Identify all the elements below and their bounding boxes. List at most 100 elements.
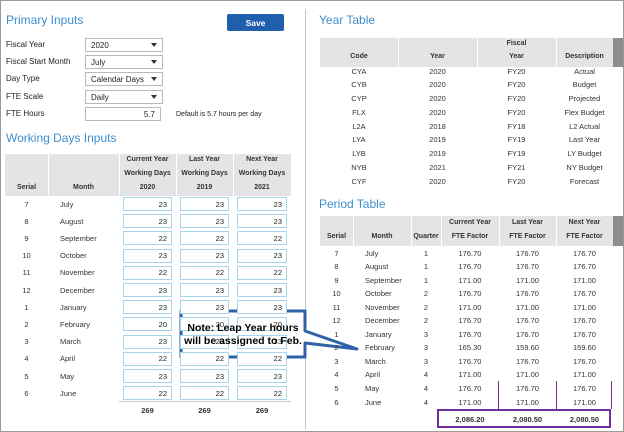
table-cell: CYF: [351, 176, 367, 186]
table-cell: 4: [423, 370, 429, 380]
cell-input[interactable]: 23: [123, 369, 172, 383]
dropdown[interactable]: Calendar Days: [85, 72, 163, 86]
cell-input[interactable]: 23: [180, 369, 229, 383]
save-button[interactable]: Save: [227, 14, 284, 31]
callout-text: Note: Leap Year hours will be assigned t…: [184, 322, 302, 347]
cell-input[interactable]: 22: [123, 386, 172, 401]
scrollbar: [613, 38, 623, 67]
cell-input[interactable]: 22: [180, 351, 229, 366]
cell-input[interactable]: 23: [123, 197, 172, 211]
dropdown[interactable]: 2020: [85, 38, 163, 52]
cell-input[interactable]: 22: [180, 231, 229, 246]
cell-input[interactable]: 22: [180, 386, 229, 401]
cell-input[interactable]: 22: [180, 265, 229, 280]
cell-input[interactable]: 23: [180, 300, 229, 315]
table-cell: 176.70: [573, 262, 596, 272]
table-cell: 171.00: [573, 370, 596, 380]
table-cell: 176.70: [516, 384, 539, 393]
total-cell: 2,080.50: [569, 414, 600, 424]
table-cell: August: [365, 262, 389, 272]
table-cell: 7: [334, 248, 339, 258]
cell-input[interactable]: 23: [237, 334, 287, 349]
header-divider: [499, 216, 500, 246]
total-cell: 269: [141, 405, 154, 415]
cell-input[interactable]: 20: [180, 317, 229, 332]
cell-input[interactable]: 20: [123, 317, 172, 332]
column-header: Next Year: [568, 219, 601, 226]
cell-input[interactable]: 23: [180, 197, 229, 211]
cell-input[interactable]: 23: [180, 334, 229, 349]
header-divider: [233, 154, 234, 196]
table-cell: 10: [332, 289, 341, 299]
table-cell: 9: [24, 233, 29, 243]
table-cell: 1: [423, 248, 429, 258]
table-cell: 3: [423, 356, 429, 366]
dropdown[interactable]: Daily: [85, 90, 163, 104]
section-title: Primary Inputs: [6, 13, 84, 27]
table-cell: Last Year: [568, 135, 601, 145]
cell-input[interactable]: 23: [180, 248, 229, 263]
table-cell: Budget: [572, 80, 597, 90]
table-cell: August: [60, 216, 84, 226]
text-input[interactable]: 5.7: [85, 107, 161, 121]
cell-input[interactable]: 22: [123, 231, 172, 246]
table-cell: 159.60: [573, 343, 596, 353]
cell-input[interactable]: 23: [237, 300, 287, 315]
total-cell: 2,080.50: [512, 414, 543, 424]
cell-input[interactable]: 23: [237, 248, 287, 263]
cell-input[interactable]: 22: [123, 351, 172, 366]
table-cell: 9: [334, 275, 339, 285]
column-header: FTE Factor: [509, 233, 546, 240]
table-cell: October: [60, 251, 87, 261]
table-cell: July: [60, 199, 74, 209]
column-header: Working Days: [238, 170, 286, 177]
cell-input[interactable]: 22: [123, 265, 172, 280]
table-cell: 171.00: [516, 397, 539, 407]
table-cell: 11: [332, 302, 341, 312]
table-cell: 12: [22, 285, 31, 295]
table-cell: 176.70: [458, 329, 482, 339]
field-label: Fiscal Start Month: [6, 57, 71, 66]
cell-input[interactable]: 23: [237, 369, 287, 383]
table-cell: 176.70: [458, 289, 482, 299]
table-cell: 165.30: [458, 343, 482, 353]
cell-input[interactable]: 20: [237, 317, 287, 332]
hint-text: Default is 5.7 hours per day: [176, 111, 262, 118]
cell-input[interactable]: 22: [237, 231, 287, 246]
dropdown[interactable]: July: [85, 55, 163, 69]
cell-input[interactable]: 23: [123, 248, 172, 263]
cell-input[interactable]: 23: [237, 197, 287, 211]
table-cell: 171.00: [573, 302, 596, 312]
cell-input[interactable]: 23: [180, 214, 229, 229]
table-cell: 171.00: [516, 302, 539, 312]
cell-input[interactable]: 23: [123, 334, 172, 349]
cell-input[interactable]: 22: [237, 265, 287, 280]
cell-input[interactable]: 23: [123, 300, 172, 315]
table-cell: CYA: [351, 66, 367, 76]
header-divider: [48, 154, 49, 196]
column-header: Serial: [326, 233, 347, 240]
cell-input[interactable]: 23: [237, 283, 287, 297]
table-cell: 4: [334, 370, 339, 380]
column-header: Last Year: [511, 219, 543, 226]
cell-input[interactable]: 23: [237, 214, 287, 229]
cell-input[interactable]: 23: [123, 214, 172, 229]
table-cell: 159.60: [516, 343, 539, 353]
table-cell: 2020: [429, 176, 446, 186]
table-cell: LYA: [352, 135, 366, 145]
cell-input[interactable]: 22: [237, 386, 287, 401]
table-cell: FY19: [507, 135, 526, 145]
table-cell: 3: [423, 343, 429, 353]
cell-input[interactable]: 23: [180, 283, 229, 297]
table-cell: 176.70: [458, 262, 482, 272]
table-cell: LYB: [352, 149, 366, 158]
table-cell: 8: [334, 262, 339, 272]
cell-input[interactable]: 22: [237, 351, 287, 366]
table-cell: 10: [22, 251, 31, 261]
table-cell: March: [365, 356, 386, 366]
table-cell: FY20: [507, 66, 526, 76]
cell-input[interactable]: 23: [123, 283, 172, 297]
table-cell: February: [365, 343, 396, 353]
table-cell: 2: [423, 302, 429, 312]
